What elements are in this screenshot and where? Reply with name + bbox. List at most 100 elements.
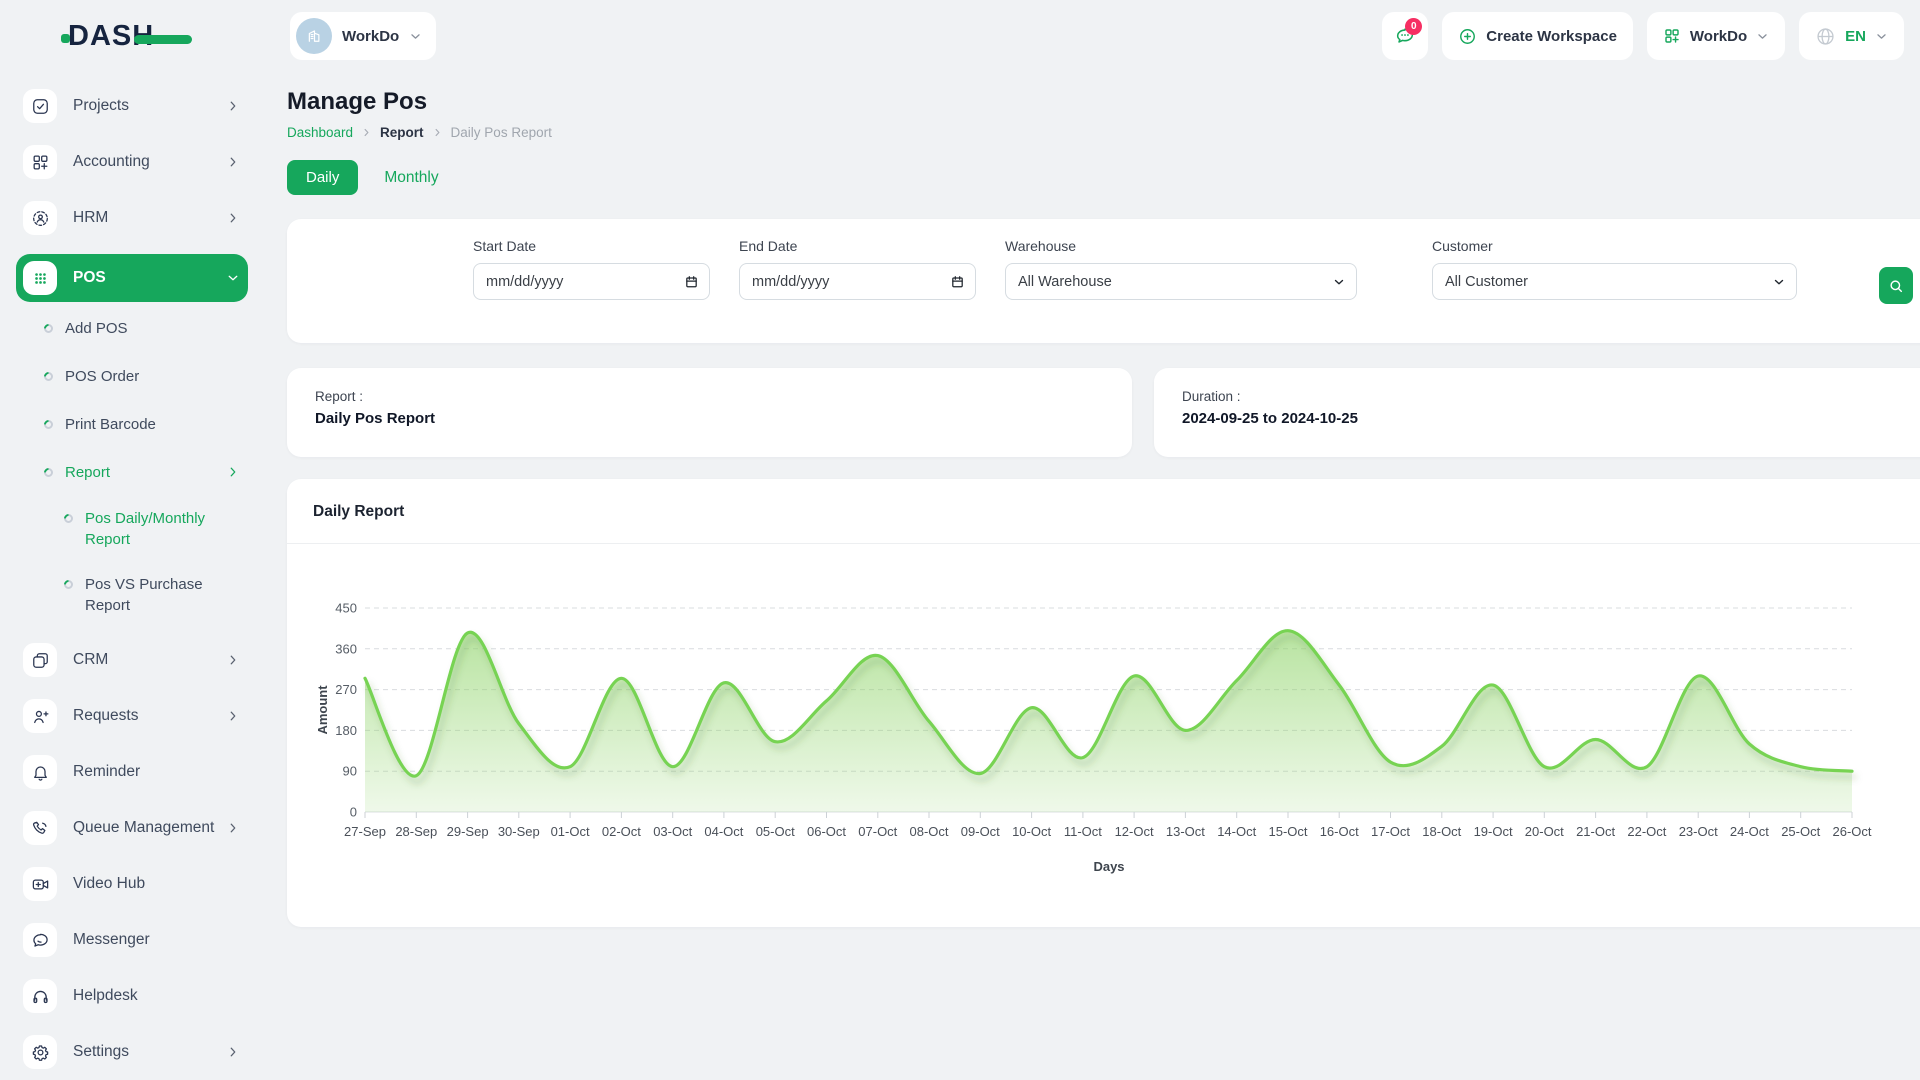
breadcrumb-dashboard[interactable]: Dashboard — [287, 125, 353, 140]
svg-text:02-Oct: 02-Oct — [602, 824, 641, 839]
svg-text:16-Oct: 16-Oct — [1320, 824, 1359, 839]
sidebar-item-label: Pos VS Purchase Report — [85, 574, 240, 616]
workspace-dropdown[interactable]: WorkDo — [1647, 12, 1785, 60]
svg-text:18-Oct: 18-Oct — [1422, 824, 1461, 839]
chevron-down-icon — [1875, 30, 1888, 43]
apply-filter-button[interactable] — [1879, 267, 1913, 304]
report-type-value: Daily Pos Report — [315, 410, 1104, 427]
sidebar-item-label: Accounting — [73, 152, 150, 173]
sidebar-item-queue-management[interactable]: Queue Management — [16, 808, 248, 848]
chevron-down-icon — [409, 30, 422, 43]
modules-icon — [23, 145, 57, 179]
sidebar-item-label: CRM — [73, 650, 108, 671]
plus-circle-icon — [1458, 27, 1477, 46]
language-selector[interactable]: EN — [1799, 12, 1904, 60]
sidebar-item-video-hub[interactable]: Video Hub — [16, 864, 248, 904]
start-date-input[interactable] — [473, 263, 710, 300]
warehouse-select[interactable]: All Warehouse — [1005, 263, 1357, 300]
search-icon — [1888, 278, 1904, 294]
chevron-right-icon — [361, 127, 372, 138]
sidebar-item-label: HRM — [73, 208, 108, 229]
svg-text:10-Oct: 10-Oct — [1012, 824, 1051, 839]
tab-daily[interactable]: Daily — [287, 160, 358, 195]
sidebar-item-messenger[interactable]: Messenger — [16, 920, 248, 960]
end-date-input[interactable] — [739, 263, 976, 300]
end-date-field: End Date — [739, 238, 976, 343]
sidebar-item-add-pos[interactable]: Add POS — [16, 316, 248, 340]
chevron-right-icon — [226, 653, 240, 667]
chevron-right-icon — [432, 127, 443, 138]
app-logo[interactable]: DASH — [68, 20, 192, 53]
breadcrumb-current: Daily Pos Report — [451, 125, 552, 140]
sidebar-item-reminder[interactable]: Reminder — [16, 752, 248, 792]
create-workspace-button[interactable]: Create Workspace — [1442, 12, 1633, 60]
svg-text:27-Sep: 27-Sep — [344, 824, 386, 839]
svg-text:14-Oct: 14-Oct — [1217, 824, 1256, 839]
sidebar-item-pos-order[interactable]: POS Order — [16, 364, 248, 388]
svg-text:09-Oct: 09-Oct — [961, 824, 1000, 839]
workspace-dropdown-label: WorkDo — [1690, 28, 1747, 45]
sidebar-item-label: Pos Daily/Monthly Report — [85, 508, 240, 550]
svg-text:15-Oct: 15-Oct — [1268, 824, 1307, 839]
warehouse-field: Warehouse All Warehouse — [1005, 238, 1357, 343]
sidebar-item-requests[interactable]: Requests — [16, 696, 248, 736]
chevron-right-icon — [226, 155, 240, 169]
svg-text:23-Oct: 23-Oct — [1679, 824, 1718, 839]
workspace-switcher[interactable]: WorkDo — [290, 12, 436, 60]
chevron-right-icon — [226, 1045, 240, 1059]
dots-grid-icon — [23, 261, 57, 295]
chevron-right-icon — [226, 211, 240, 225]
svg-text:28-Sep: 28-Sep — [395, 824, 437, 839]
sidebar-item-pos-vs-purchase-report[interactable]: Pos VS Purchase Report — [16, 574, 248, 616]
sidebar-item-settings[interactable]: Settings — [16, 1032, 248, 1072]
svg-text:22-Oct: 22-Oct — [1627, 824, 1666, 839]
report-type-label: Report : — [315, 389, 1104, 404]
chart-header: Daily Report — [287, 479, 1920, 521]
bullet-icon — [42, 466, 55, 479]
bullet-icon — [62, 512, 75, 525]
sidebar-item-pos-daily-monthly-report[interactable]: Pos Daily/Monthly Report — [16, 508, 248, 550]
gear-icon — [23, 1035, 57, 1069]
sidebar-item-label: POS Order — [65, 368, 139, 385]
chart-title: Daily Report — [313, 503, 1920, 521]
sidebar-item-label: Print Barcode — [65, 416, 156, 433]
chevron-right-icon — [226, 709, 240, 723]
svg-text:07-Oct: 07-Oct — [858, 824, 897, 839]
logo-dash-bar — [134, 35, 192, 44]
sidebar-item-label: Video Hub — [73, 874, 145, 895]
filter-panel: Start Date End Date Warehous — [287, 219, 1920, 343]
customer-select[interactable]: All Customer — [1432, 263, 1797, 300]
chat-bubble-icon — [23, 923, 57, 957]
sidebar-item-print-barcode[interactable]: Print Barcode — [16, 412, 248, 436]
sidebar-item-hrm[interactable]: HRM — [16, 198, 248, 238]
sidebar-item-accounting[interactable]: Accounting — [16, 142, 248, 182]
grid-plus-icon — [1663, 27, 1681, 45]
checkbox-icon — [23, 89, 57, 123]
sidebar-item-label: POS — [73, 268, 106, 289]
breadcrumb-report[interactable]: Report — [380, 125, 424, 140]
bullet-icon — [42, 322, 55, 335]
bullet-icon — [42, 370, 55, 383]
page-title: Manage Pos — [287, 88, 552, 116]
sidebar-item-helpdesk[interactable]: Helpdesk — [16, 976, 248, 1016]
page-header: Manage Pos Dashboard Report Daily Pos Re… — [287, 88, 1920, 140]
svg-text:Amount: Amount — [315, 685, 330, 735]
sidebar-item-crm[interactable]: CRM — [16, 640, 248, 680]
chevron-down-icon — [1756, 30, 1769, 43]
sidebar-item-report[interactable]: Report — [16, 460, 248, 484]
sidebar-item-pos[interactable]: POS — [16, 254, 248, 302]
svg-text:03-Oct: 03-Oct — [653, 824, 692, 839]
tab-monthly[interactable]: Monthly — [384, 169, 438, 187]
area-chart-svg: 09018027036045027-Sep28-Sep29-Sep30-Sep0… — [313, 576, 1881, 906]
duration-label: Duration : — [1182, 389, 1920, 404]
svg-text:20-Oct: 20-Oct — [1525, 824, 1564, 839]
svg-text:270: 270 — [335, 682, 357, 697]
daily-report-card: Daily Report 09018027036045027-Sep28-Sep… — [287, 479, 1920, 927]
sidebar-item-label: Add POS — [65, 320, 128, 337]
messages-button[interactable]: 0 — [1382, 12, 1428, 60]
summary-row: Report : Daily Pos Report Duration : 202… — [287, 368, 1920, 457]
svg-text:11-Oct: 11-Oct — [1064, 824, 1102, 839]
sidebar-item-projects[interactable]: Projects — [16, 86, 248, 126]
svg-text:26-Oct: 26-Oct — [1832, 824, 1871, 839]
user-circle-icon — [23, 201, 57, 235]
